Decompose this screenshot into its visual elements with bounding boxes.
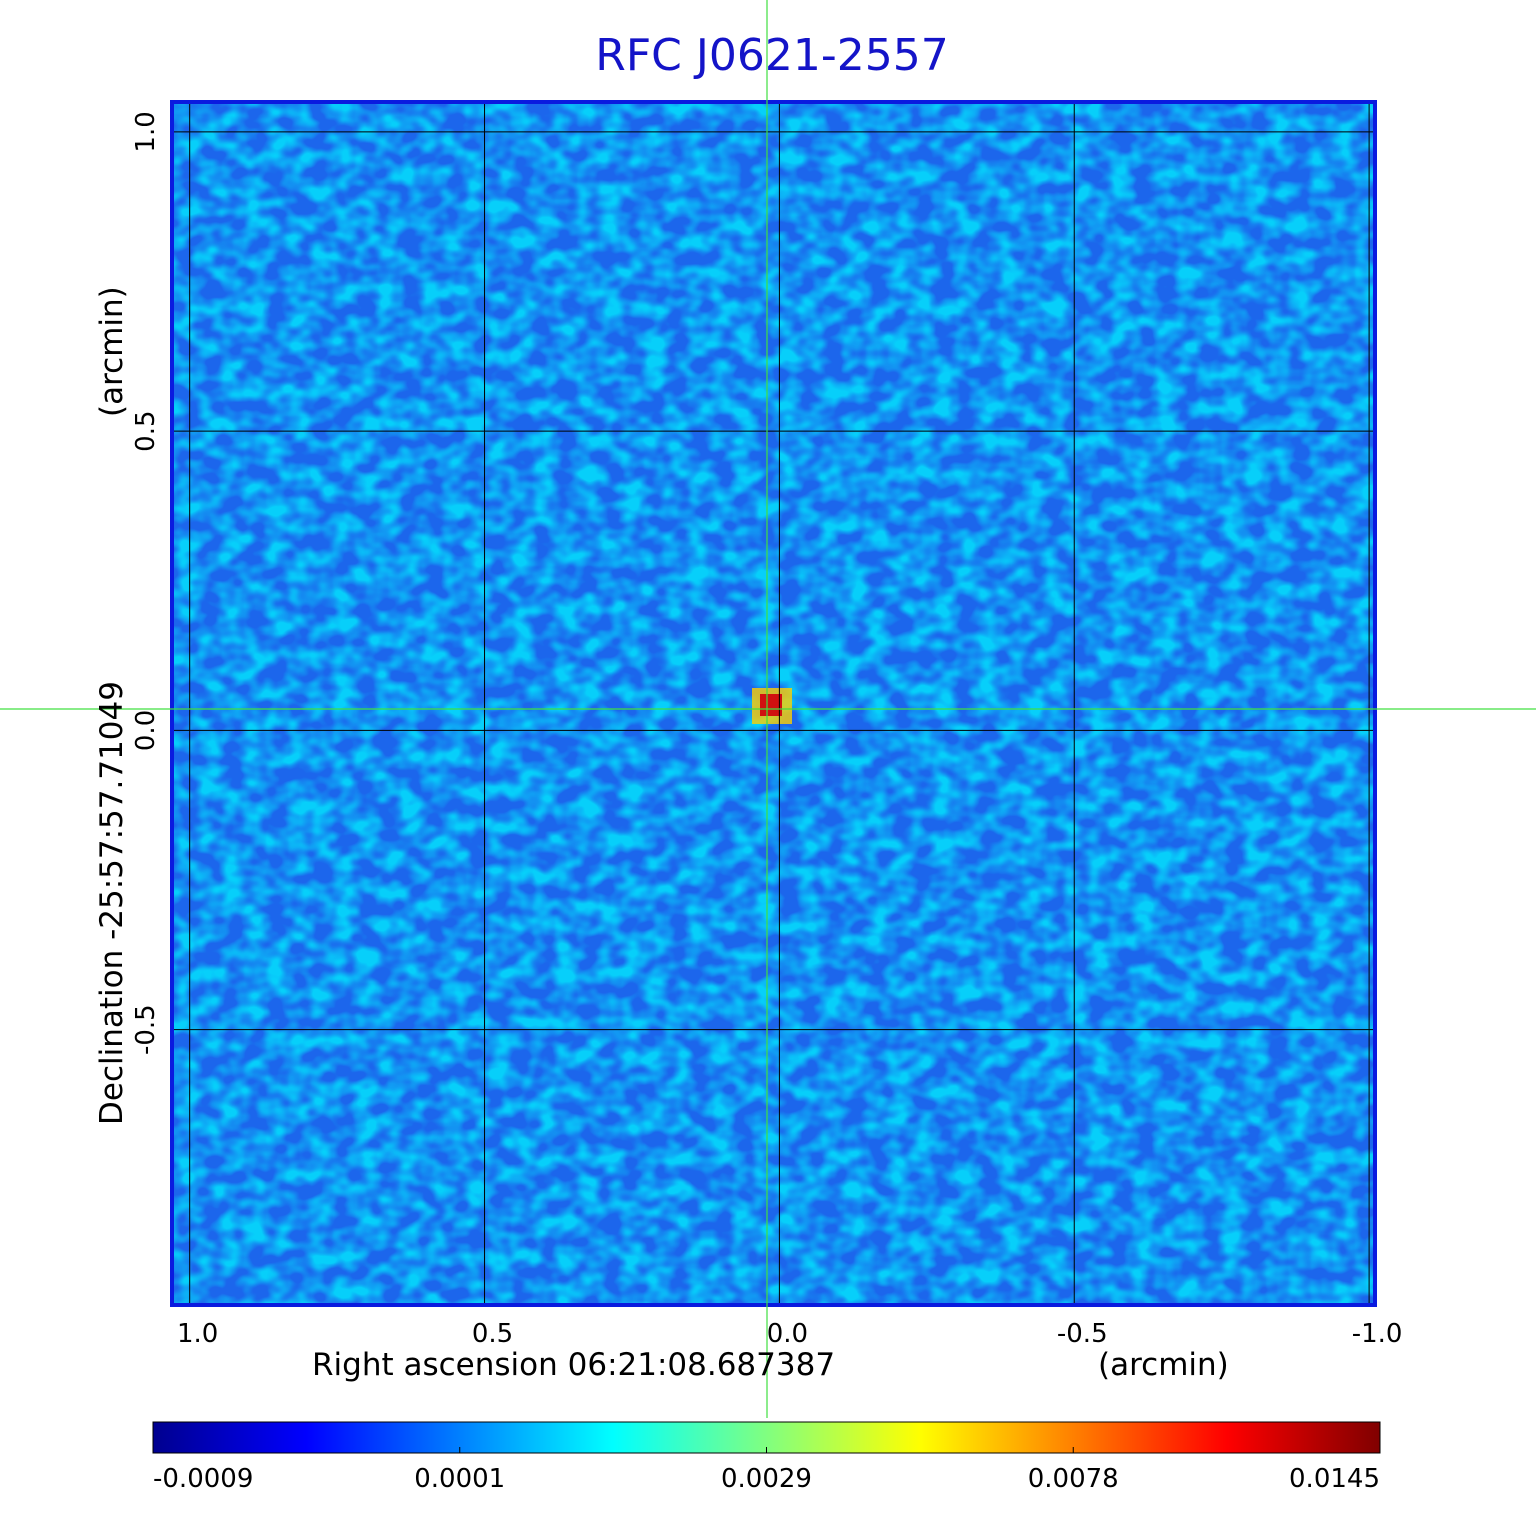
y-axis-label: Declination -25:57:57.71049	[94, 681, 130, 1125]
y-tick-label: -0.5	[131, 1004, 161, 1055]
colorbar-tick-label: -0.0009	[153, 1464, 253, 1494]
x-tick-label: 0.5	[472, 1319, 513, 1349]
x-tick-label: 1.0	[177, 1319, 218, 1349]
source-peak	[760, 694, 782, 716]
x-tick-label: -1.0	[1352, 1319, 1403, 1349]
y-axis-unit: (arcmin)	[94, 286, 130, 417]
x-axis-label: Right ascension 06:21:08.687387	[312, 1347, 835, 1383]
chart-title: RFC J0621-2557	[595, 30, 948, 81]
x-tick-label: -0.5	[1057, 1319, 1108, 1349]
x-tick-label: 0.0	[767, 1319, 808, 1349]
colorbar-tick-label: 0.0029	[721, 1464, 812, 1494]
x-axis-unit: (arcmin)	[1098, 1347, 1229, 1383]
colorbar-tick-label: 0.0145	[1289, 1464, 1380, 1494]
plot-area	[172, 102, 1375, 1305]
grid	[172, 102, 1375, 1305]
y-tick-label: 1.0	[131, 111, 161, 152]
plot-frame	[170, 100, 1377, 1307]
y-tick-label: 0.5	[131, 410, 161, 451]
colorbar-tick-label: 0.0078	[1028, 1464, 1119, 1494]
colorbar-tick-label: 0.0001	[414, 1464, 505, 1494]
y-tick-label: 0.0	[131, 710, 161, 751]
